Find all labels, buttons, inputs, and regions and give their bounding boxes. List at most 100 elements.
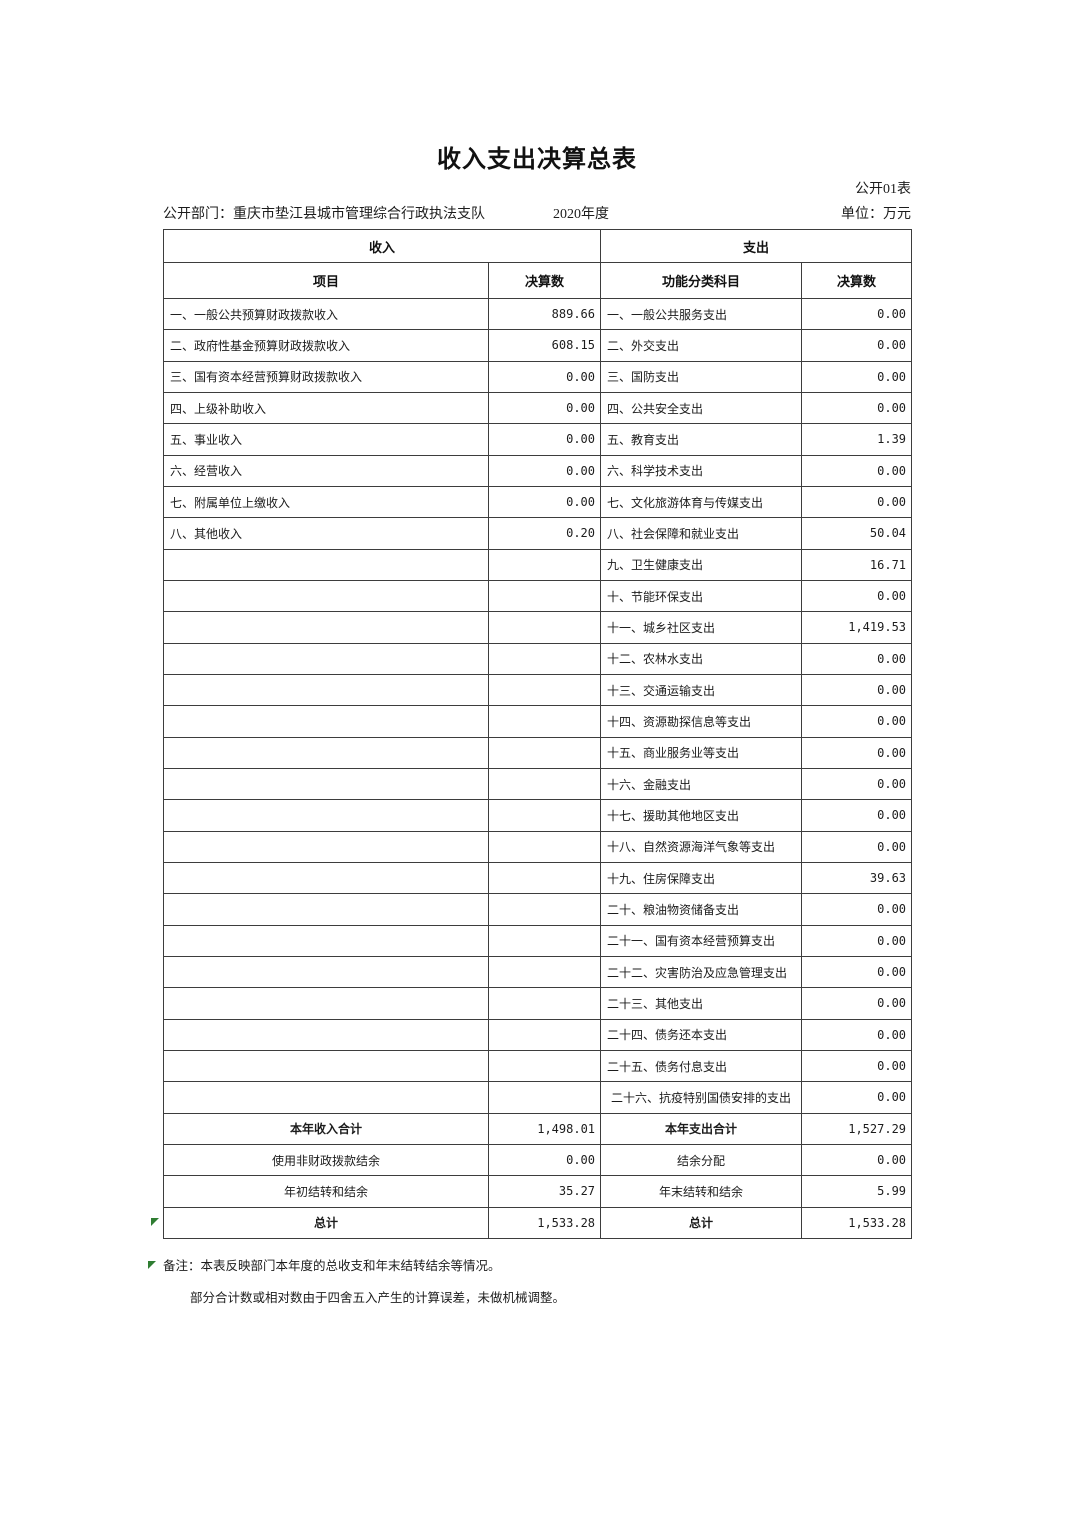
green-flag-icon [148,1261,156,1269]
income-item-label [163,799,489,832]
expense-item-value: 0.00 [801,297,913,331]
expense-item-value: 0.00 [801,673,913,707]
income-item-value: 0.00 [487,360,602,393]
income-item-label [163,987,489,1020]
income-item-value [487,736,602,769]
expense-item-value: 0.00 [801,767,913,801]
expense-item-value: 0.00 [801,329,913,362]
income-item-label: 一、一般公共预算财政拨款收入 [163,297,489,331]
expense-item-value: 0.00 [801,1081,913,1114]
income-item-value [487,1081,602,1114]
income-item-label [163,767,489,801]
table-row: 三、国有资本经营预算财政拨款收入 0.00 三、国防支出 0.00 [163,360,913,393]
expense-item-label: 四、公共安全支出 [600,391,803,425]
expense-item-label: 九、卫生健康支出 [600,548,803,581]
table-row: 十一、城乡社区支出 1,419.53 [163,611,913,644]
income-item-label [163,642,489,675]
income-item-value [487,799,602,832]
expense-item-label: 十五、商业服务业等支出 [600,736,803,769]
income-item-value: 1,498.01 [487,1112,602,1145]
income-item-value: 608.15 [487,329,602,362]
income-item-label [163,579,489,613]
income-item-value: 1,533.28 [487,1206,602,1239]
expense-item-value: 0.00 [801,360,913,393]
income-item-label: 四、上级补助收入 [163,391,489,425]
table-row: 使用非财政拨款结余 0.00 结余分配 0.00 [163,1143,913,1177]
income-item-label [163,955,489,989]
income-item-label: 使用非财政拨款结余 [163,1143,489,1177]
table-row: 七、附属单位上缴收入 0.00 七、文化旅游体育与传媒支出 0.00 [163,485,913,519]
income-item-label: 年初结转和结余 [163,1175,489,1208]
table-row: 十六、金融支出 0.00 [163,767,913,801]
expense-item-label: 二十五、债务付息支出 [600,1049,803,1083]
income-item-label [163,673,489,707]
income-item-value [487,642,602,675]
income-item-label: 三、国有资本经营预算财政拨款收入 [163,360,489,393]
expense-item-value: 1,419.53 [801,611,913,644]
expense-item-label: 五、教育支出 [600,423,803,456]
income-item-value: 0.00 [487,391,602,425]
expense-item-label: 三、国防支出 [600,360,803,393]
table-row: 十、节能环保支出 0.00 [163,579,913,613]
income-item-value [487,579,602,613]
table-code-label: 公开01表 [855,182,911,197]
green-flag-icon [151,1218,159,1226]
meta-row: 公开部门：重庆市垫江县城市管理综合行政执法支队 2020年度 单位：万元 [163,206,911,224]
income-item-label [163,1081,489,1114]
table-row: 十七、援助其他地区支出 0.00 [163,799,913,832]
expense-item-value: 39.63 [801,861,913,895]
expense-item-value: 0.00 [801,1143,913,1177]
expense-item-label: 二十二、灾害防治及应急管理支出 [600,955,803,989]
income-item-value [487,1018,602,1051]
income-item-value [487,987,602,1020]
expense-item-label: 十二、农林水支出 [600,642,803,675]
footnotes: 备注：本表反映部门本年度的总收支和年末结转结余等情况。 部分合计数或相对数由于四… [163,1250,911,1314]
expense-item-value: 0.00 [801,924,913,957]
expense-item-label: 八、社会保障和就业支出 [600,517,803,550]
expense-item-value: 16.71 [801,548,913,581]
income-item-value [487,767,602,801]
income-item-value: 0.00 [487,1143,602,1177]
document-content: 收入支出决算总表 公开01表 公开部门：重庆市垫江县城市管理综合行政执法支队 2… [162,146,913,1314]
expense-item-value: 0.00 [801,485,913,519]
income-item-value [487,673,602,707]
table-row: 十三、交通运输支出 0.00 [163,673,913,707]
expense-section-header: 支出 [600,229,913,263]
income-item-label: 八、其他收入 [163,517,489,550]
income-item-label [163,830,489,863]
footnote-line-2: 部分合计数或相对数由于四舍五入产生的计算误差，未做机械调整。 [190,1290,566,1305]
expense-item-label: 十三、交通运输支出 [600,673,803,707]
expense-item-value: 0.00 [801,1018,913,1051]
table-row: 二十五、债务付息支出 0.00 [163,1049,913,1083]
table-row: 九、卫生健康支出 16.71 [163,548,913,581]
footnote-line-1: 备注：本表反映部门本年度的总收支和年末结转结余等情况。 [163,1258,501,1273]
table-row: 十八、自然资源海洋气象等支出 0.00 [163,830,913,863]
income-item-label: 七、附属单位上缴收入 [163,485,489,519]
col-header-expense-amount: 决算数 [801,262,913,299]
income-item-value: 0.00 [487,423,602,456]
income-item-label [163,861,489,895]
table-row: 十五、商业服务业等支出 0.00 [163,736,913,769]
income-item-label [163,548,489,581]
income-item-value: 0.00 [487,485,602,519]
expense-item-value: 0.00 [801,391,913,425]
unit-label: 单位：万元 [841,207,911,222]
expense-item-label: 一、一般公共服务支出 [600,297,803,331]
table-row: 本年收入合计 1,498.01 本年支出合计 1,527.29 [163,1112,913,1145]
table-row: 年初结转和结余 35.27 年末结转和结余 5.99 [163,1175,913,1208]
income-item-value [487,611,602,644]
expense-item-value: 50.04 [801,517,913,550]
expense-item-label: 年末结转和结余 [600,1175,803,1208]
income-item-label: 五、事业收入 [163,423,489,456]
table-row: 一、一般公共预算财政拨款收入 889.66 一、一般公共服务支出 0.00 [163,297,913,331]
table-row: 八、其他收入 0.20 八、社会保障和就业支出 50.04 [163,517,913,550]
expense-item-label: 十七、援助其他地区支出 [600,799,803,832]
income-item-value [487,830,602,863]
table-body: 一、一般公共预算财政拨款收入 889.66 一、一般公共服务支出 0.00 二、政府性基… [163,297,913,1239]
expense-item-value: 0.00 [801,955,913,989]
income-item-value: 35.27 [487,1175,602,1208]
col-header-income-item: 项目 [163,262,489,299]
income-item-label [163,1018,489,1051]
page-title: 收入支出决算总表 [437,147,637,173]
